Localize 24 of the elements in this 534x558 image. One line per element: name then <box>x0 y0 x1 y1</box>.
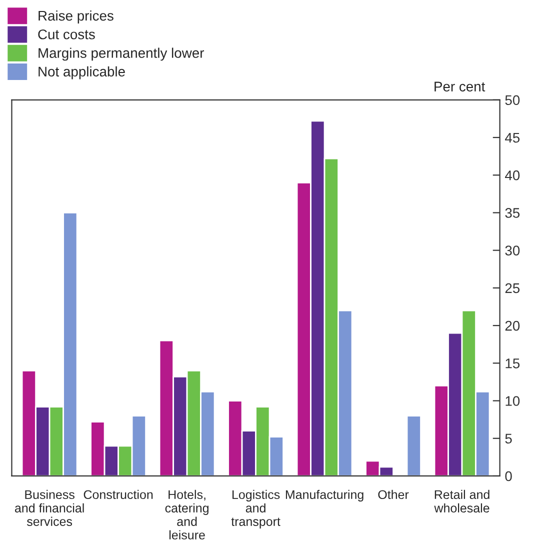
x-tick-label: Other <box>378 490 409 500</box>
y-tick-label: 30 <box>505 246 520 256</box>
y-tick-label: 10 <box>506 396 520 406</box>
y-tick-label: 0 <box>505 471 512 482</box>
y-tick-label: 25 <box>505 283 520 294</box>
x-tick-label: Retail and wholesale <box>434 490 490 513</box>
y-tick-label: 15 <box>506 358 520 368</box>
y-tick-label: 45 <box>505 132 520 143</box>
bar <box>406 415 422 476</box>
y-tick-label: 20 <box>505 320 520 331</box>
y-tick-label: 40 <box>505 170 520 180</box>
x-tick-label: Hotels, catering and leisure <box>165 490 208 540</box>
x-tick-label: Logistics and transport <box>231 490 280 528</box>
x-tick-label: Construction <box>84 490 153 500</box>
y-tick-label: 5 <box>505 434 512 444</box>
y-axis-title: Per cent <box>434 82 486 92</box>
legend-label: Cut costs <box>38 29 95 40</box>
y-tick-label: 50 <box>505 95 520 106</box>
x-tick-label: Manufacturing <box>286 490 364 502</box>
y-tick-label: 35 <box>505 208 520 218</box>
legend-label: Margins permanently lower <box>38 48 204 61</box>
legend-label: Raise prices <box>38 10 114 24</box>
legend-label: Not applicable <box>38 66 125 80</box>
x-tick-label: Business and financial services <box>14 490 84 526</box>
